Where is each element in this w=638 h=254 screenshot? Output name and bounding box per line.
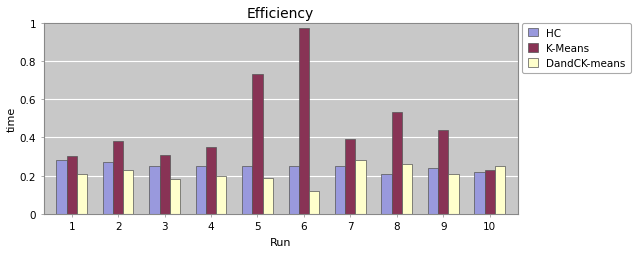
Bar xyxy=(206,147,216,214)
Bar xyxy=(402,164,412,214)
Bar xyxy=(253,75,263,214)
Bar xyxy=(149,166,160,214)
Bar xyxy=(113,141,123,214)
Bar xyxy=(123,170,133,214)
Bar xyxy=(428,168,438,214)
X-axis label: Run: Run xyxy=(270,237,292,247)
Y-axis label: time: time xyxy=(7,106,17,131)
Bar xyxy=(288,166,299,214)
Bar xyxy=(495,166,505,214)
Bar xyxy=(242,166,253,214)
Bar xyxy=(485,170,495,214)
Bar xyxy=(475,172,485,214)
Bar xyxy=(196,166,206,214)
Bar xyxy=(56,161,66,214)
Bar xyxy=(263,178,273,214)
Legend: HC, K-Means, DandCK-means: HC, K-Means, DandCK-means xyxy=(523,23,631,74)
Bar xyxy=(335,166,345,214)
Title: Efficiency: Efficiency xyxy=(247,7,315,21)
Bar xyxy=(355,161,366,214)
Bar xyxy=(438,130,449,214)
Bar xyxy=(66,157,77,214)
Bar xyxy=(392,113,402,214)
Bar xyxy=(103,163,113,214)
Bar xyxy=(345,140,355,214)
Bar xyxy=(309,191,319,214)
Bar xyxy=(216,176,226,214)
Bar xyxy=(299,29,309,214)
Bar xyxy=(382,174,392,214)
Bar xyxy=(160,155,170,214)
Bar xyxy=(77,174,87,214)
Bar xyxy=(449,174,459,214)
Bar xyxy=(170,180,180,214)
